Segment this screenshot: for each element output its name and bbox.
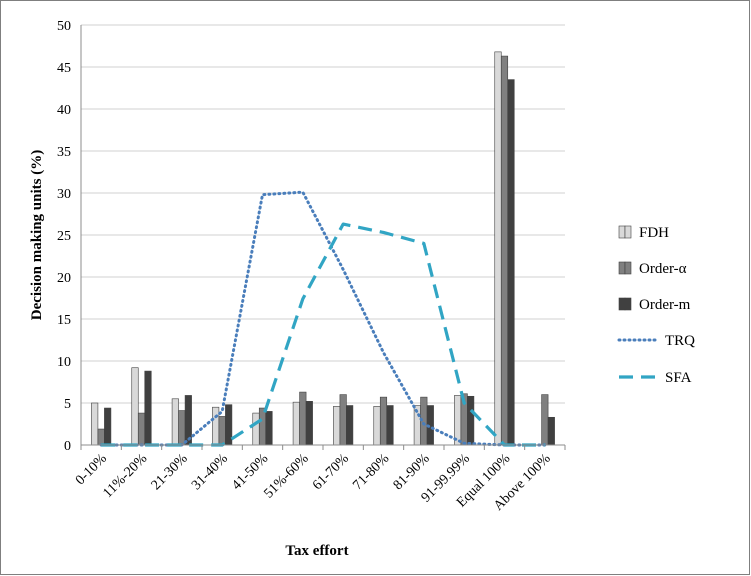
bar-order--6: [339, 394, 347, 446]
bar-order-m-1: [144, 370, 152, 446]
bar-order--1: [137, 412, 146, 446]
y-tick-label: 45: [57, 61, 71, 76]
y-tick-label: 5: [64, 397, 71, 412]
bar-fdh-6: [333, 406, 341, 446]
x-axis-title: Tax effort: [285, 543, 348, 559]
y-tick-label: 35: [57, 145, 71, 160]
legend-swatch-fdh: [624, 225, 632, 239]
legend-label: SFA: [665, 370, 692, 386]
legend-label: TRQ: [665, 333, 695, 349]
bar-order-m-3: [225, 404, 233, 446]
bar-fdh-5: [292, 401, 300, 446]
x-tick-label: 51%-60%: [261, 451, 311, 501]
grid-lines: [81, 24, 565, 404]
bar-fdh-1: [131, 367, 139, 446]
bar-fdh-10: [494, 51, 502, 446]
y-tick-label: 25: [57, 229, 71, 244]
bar-order--7: [379, 396, 388, 446]
legend-label: Order-m: [639, 297, 691, 313]
legend-swatch-order-: [618, 261, 626, 275]
y-tick-label: 0: [64, 439, 71, 454]
x-tick-label: 0-10%: [73, 451, 110, 488]
legend-swatch-order-m: [618, 297, 626, 311]
bar-order--3: [218, 416, 226, 446]
y-tick-label: 50: [57, 19, 71, 34]
bar-order--10: [500, 55, 509, 446]
bar-fdh-2: [171, 398, 179, 446]
legend: FDH Order-α Order-m TRQ SFA: [617, 225, 695, 386]
y-tick-label: 15: [57, 313, 71, 328]
bar-order--2: [178, 410, 186, 446]
x-tick-label: 21-30%: [149, 451, 191, 493]
legend-swatch-order-m: [624, 297, 632, 311]
legend-label: FDH: [639, 225, 669, 241]
y-tick-labels: 0 5 10 15 20 25 30 35 40 45 50: [57, 19, 71, 454]
bar-order-m-10: [507, 79, 515, 446]
bar-fdh-0: [91, 402, 99, 446]
bar-order--5: [299, 391, 307, 446]
bar-order-m-6: [346, 405, 354, 446]
line-sfa: [101, 222, 545, 447]
x-tick-label: 71-80%: [350, 451, 392, 493]
x-tick-label: 11%-20%: [100, 451, 150, 501]
x-tick-labels: 0-10%11%-20%21-30%31-40%41-50%51%-60%61-…: [73, 451, 554, 514]
bar-order-m-11: [547, 416, 555, 446]
bar-fdh-3: [212, 406, 220, 446]
bar-fdh-4: [252, 412, 260, 446]
bar-order-m-4: [265, 411, 273, 446]
bar-order-m-9: [467, 395, 475, 446]
y-axis-title: Decision making units (%): [29, 150, 45, 320]
x-tick-label: 31-40%: [189, 451, 231, 493]
legend-swatch-order-: [624, 261, 632, 275]
y-tick-label: 20: [57, 271, 71, 286]
bar-order--0: [97, 428, 105, 446]
bar-order-m-5: [305, 401, 313, 446]
legend-swatch-fdh: [618, 225, 626, 239]
x-tick-label: 61-70%: [310, 451, 352, 493]
bar-order-m-0: [104, 407, 112, 446]
y-tick-label: 10: [57, 355, 71, 370]
y-tick-label: 40: [57, 103, 71, 118]
bar-order--11: [541, 394, 549, 446]
bars: [91, 51, 555, 446]
bar-order--4: [258, 407, 267, 446]
bar-fdh-7: [373, 406, 381, 446]
bar-order-m-7: [386, 405, 394, 446]
y-tick-label: 30: [57, 187, 71, 202]
axes: [80, 25, 566, 450]
legend-label: Order-α: [639, 261, 687, 277]
